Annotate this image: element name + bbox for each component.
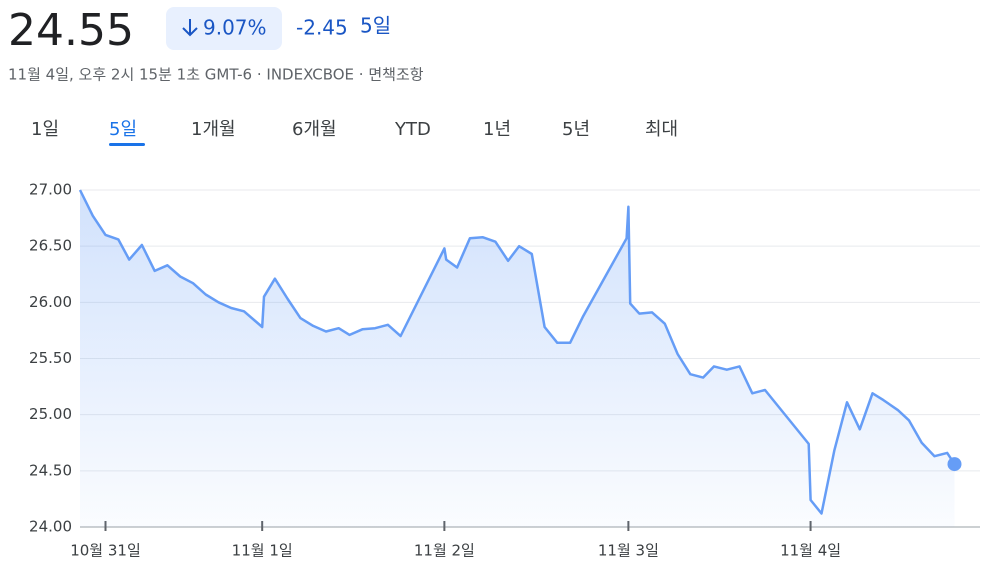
y-tick-label: 24.00 — [29, 518, 72, 536]
plot: 24.00 24.50 25.00 25.50 26.00 26.50 27.00 10월 3… — [29, 181, 980, 560]
change-badge — [166, 7, 282, 50]
tab[interactable]: 최대 — [645, 119, 678, 140]
tab[interactable]: YTD — [394, 119, 431, 140]
tab[interactable]: 5년 — [562, 119, 590, 140]
price: 24.55 — [8, 5, 134, 56]
y-tick-label: 26.00 — [29, 293, 72, 311]
tab-underline — [109, 143, 145, 146]
y-tick-label: 26.50 — [29, 237, 72, 255]
subtitle: 11월 4일, 오후 2시 15분 1초 GMT-6 · INDEXCBOE ·… — [8, 66, 424, 84]
x-tick-label: 11월 3일 — [598, 542, 659, 560]
last-point — [947, 457, 962, 472]
change-percent: 9.07% — [203, 16, 267, 40]
y-tick-label: 25.00 — [29, 405, 72, 423]
tab[interactable]: 1개월 — [191, 119, 236, 140]
down-arrow — [182, 19, 198, 37]
x-tick-label: 10월 31일 — [70, 542, 141, 560]
tab[interactable]: 1년 — [483, 119, 511, 140]
price-line — [78, 189, 956, 515]
tabs: 1일 5일 1개월 6개월 YTD 1년 5년 최대 — [31, 119, 678, 146]
x-tick-label: 11월 2일 — [414, 542, 475, 560]
period: 5일 — [360, 14, 391, 38]
tab[interactable]: 5일 — [109, 119, 137, 140]
change: -2.45 — [296, 16, 348, 40]
area-fill — [80, 190, 955, 527]
x-tick-label: 11월 4일 — [780, 542, 841, 560]
y-tick-label: 25.50 — [29, 349, 72, 367]
tab[interactable]: 1일 — [31, 119, 59, 140]
y-tick-label: 27.00 — [29, 181, 72, 199]
y-tick-label: 24.50 — [29, 461, 72, 479]
x-tick-label: 11월 1일 — [232, 542, 293, 560]
tab[interactable]: 6개월 — [292, 119, 337, 140]
